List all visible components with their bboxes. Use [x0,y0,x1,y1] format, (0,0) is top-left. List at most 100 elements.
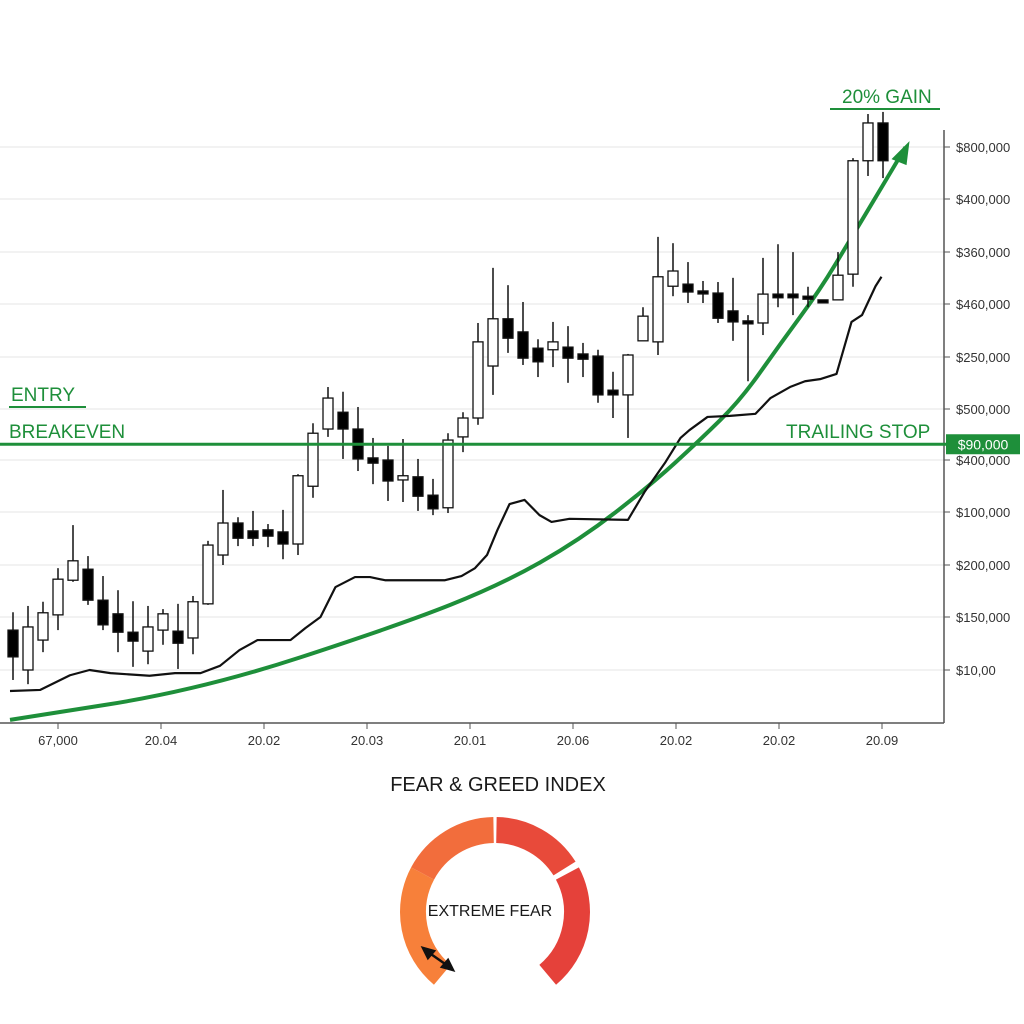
candle-body [97,599,109,626]
breakeven-label: BREAKEVEN [9,422,125,443]
candle-body [52,578,64,616]
candle-down [802,286,814,308]
candle-down [817,299,829,304]
candle-up [217,489,229,565]
candle-body [667,270,679,287]
candle-up [622,353,634,438]
candle-down [502,285,514,353]
moving-average [9,276,883,693]
candle-body [877,122,889,162]
candle-up [832,252,844,301]
x-tick-label: 20.01 [454,733,487,748]
candle-body [652,276,664,343]
candle-body [592,355,604,396]
trend-curve [9,146,908,722]
candle-body [247,530,259,539]
candle-up [862,114,874,176]
gain-label: 20% GAIN [842,87,932,108]
gauge-segment [400,867,452,985]
candle-down [127,601,139,667]
candle-body [697,290,709,295]
candle-up [202,540,214,605]
candles [7,111,889,685]
candle-down [427,478,439,516]
candle-body [712,292,724,319]
moving-average-line [9,276,883,693]
candle-down [517,301,529,365]
x-axis: 67,000 20.04 20.02 20.03 20.01 20.06 20.02 20.0… [0,722,944,748]
candle-down [382,445,394,501]
candle-down [262,524,274,548]
candle-body [637,315,649,342]
annotations: ENTRY BREAKEVEN TRAILING STOP 20% GAIN [9,87,940,443]
candle-down [742,315,754,382]
candle-body [322,397,334,430]
candle-body [427,494,439,510]
candle-body [7,629,19,658]
y-tick-label: $400,000 [956,453,1010,468]
arrowhead-icon [891,141,910,166]
x-tick-label: 67,000 [38,733,78,748]
candle-body [487,318,499,367]
candle-body [37,612,49,641]
candle-down [172,603,184,669]
candle-down [607,371,619,418]
candle-body [757,293,769,324]
stop-price-badge-text: $90,000 [958,436,1009,452]
candle-up [292,474,304,556]
candle-body [277,531,289,545]
candle-down [877,111,889,179]
candle-down [82,556,94,605]
candle-body [802,295,814,300]
candle-body [367,457,379,464]
candle-up [397,439,409,502]
candle-up [472,322,484,425]
candle-body [502,318,514,339]
candle-body [67,560,79,581]
candle-body [472,341,484,419]
candle-body [217,522,229,556]
y-tick-label: $400,000 [956,192,1010,207]
candle-up [547,321,559,368]
y-tick-label: $100,000 [956,505,1010,520]
candle-down [772,244,784,308]
candle-down [712,282,724,323]
y-tick-label: $200,000 [956,558,1010,573]
candle-up [322,387,334,437]
candle-body [412,476,424,497]
double-arrow-icon [420,946,456,972]
candle-down [97,576,109,631]
x-tick-label: 20.09 [866,733,899,748]
candle-body [532,347,544,363]
grid-lines [0,146,944,671]
trend-arrow [9,141,910,722]
candle-body [232,522,244,539]
candle-down [7,612,19,680]
x-tick-label: 20.02 [660,733,693,748]
y-tick-label: $10,00 [956,663,996,678]
y-tick-label: $150,000 [956,610,1010,625]
candle-up [847,158,859,287]
x-tick-label: 20.03 [351,733,384,748]
candle-up [487,267,499,395]
fear-greed-gauge: FEAR & GREED INDEX EXTREME FEAR [390,774,606,985]
candle-body [292,475,304,545]
candle-body [82,568,94,601]
candle-down [592,349,604,403]
x-tick-label: 20.04 [145,733,178,748]
candle-body [727,310,739,323]
candle-down [232,517,244,547]
candle-down [337,391,349,459]
candle-up [307,423,319,498]
candle-up [22,605,34,685]
candle-up [442,433,454,514]
candle-up [157,609,169,645]
candle-down [577,342,589,378]
candle-down [787,252,799,316]
y-tick-label: $500,000 [956,402,1010,417]
candle-up [67,525,79,582]
y-axis: $10,00 $150,000 $200,000 $100,000 $400,000 $5… [943,130,1010,723]
candle-body [742,320,754,325]
candle-body [562,346,574,359]
